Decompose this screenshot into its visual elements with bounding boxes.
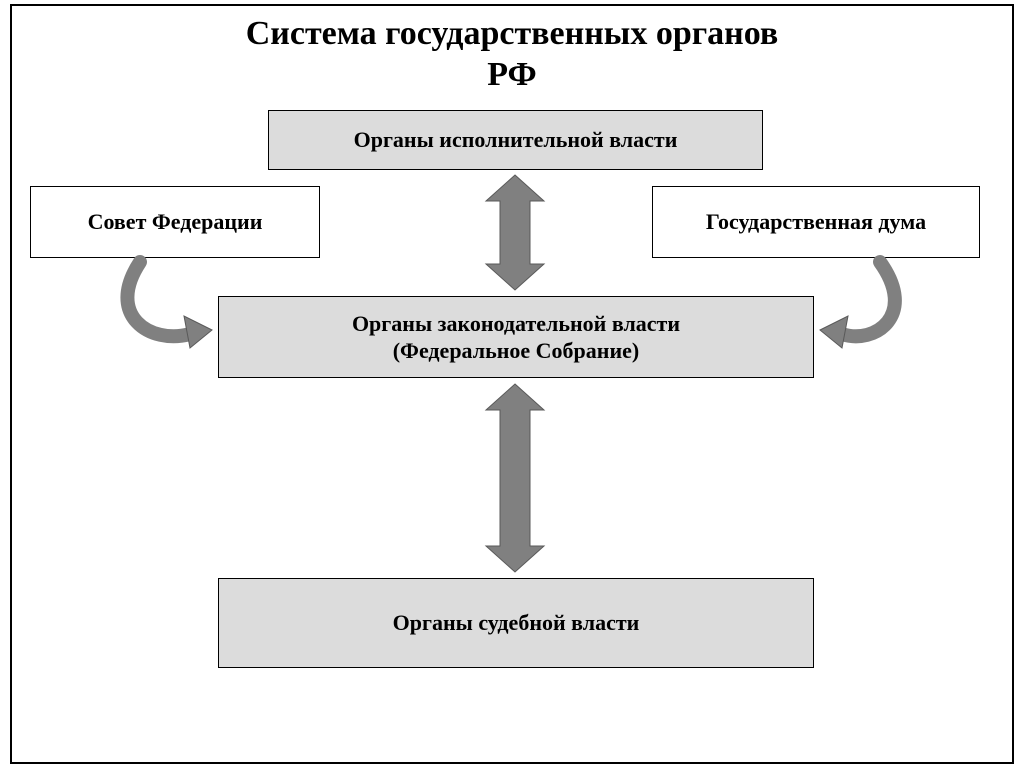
arrow-duma-leg [0, 0, 1024, 768]
arrow-duma-leg-path [842, 262, 895, 336]
arrow-duma-leg-head [820, 316, 848, 348]
